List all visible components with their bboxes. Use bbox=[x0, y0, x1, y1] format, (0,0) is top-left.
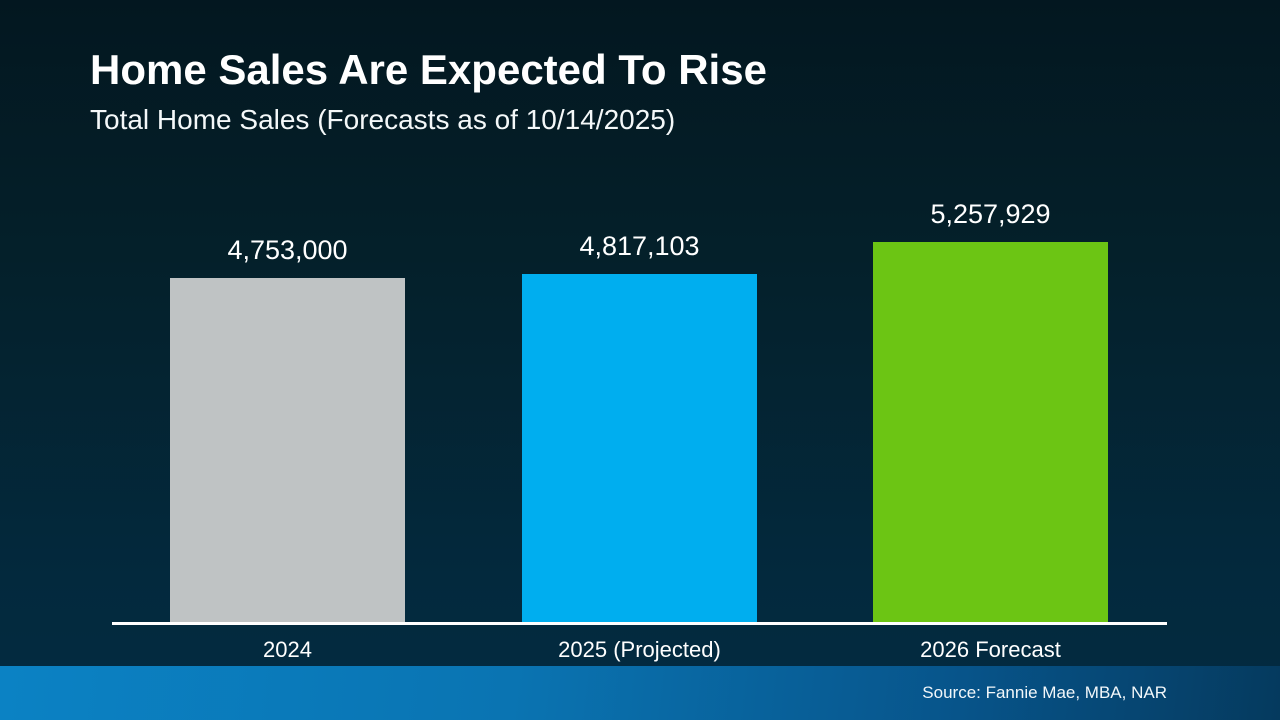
category-label-2025: 2025 (Projected) bbox=[558, 637, 721, 662]
x-axis-line bbox=[112, 622, 1167, 625]
chart-subtitle: Total Home Sales (Forecasts as of 10/14/… bbox=[90, 104, 676, 135]
category-label-2026: 2026 Forecast bbox=[920, 637, 1061, 662]
source-text: Source: Fannie Mae, MBA, NAR bbox=[922, 683, 1167, 702]
bar-group-2025-projected: 4,817,103 2025 (Projected) bbox=[522, 0, 757, 720]
bar-2026 bbox=[873, 242, 1108, 622]
footer-bar: Source: Fannie Mae, MBA, NAR bbox=[0, 666, 1280, 720]
bar-group-2026-forecast: 5,257,929 2026 Forecast bbox=[873, 0, 1108, 720]
bar-value-label-2025: 4,817,103 bbox=[579, 231, 700, 261]
bar-group-2024: 4,753,000 2024 bbox=[170, 0, 405, 720]
bar-value-label-2024: 4,753,000 bbox=[227, 235, 348, 265]
page-title: Home Sales Are Expected To Rise bbox=[90, 46, 767, 93]
category-label-2024: 2024 bbox=[263, 637, 312, 662]
bar-2024 bbox=[170, 278, 405, 622]
bar-value-label-2026: 5,257,929 bbox=[930, 199, 1051, 229]
bar-2025 bbox=[522, 274, 757, 622]
